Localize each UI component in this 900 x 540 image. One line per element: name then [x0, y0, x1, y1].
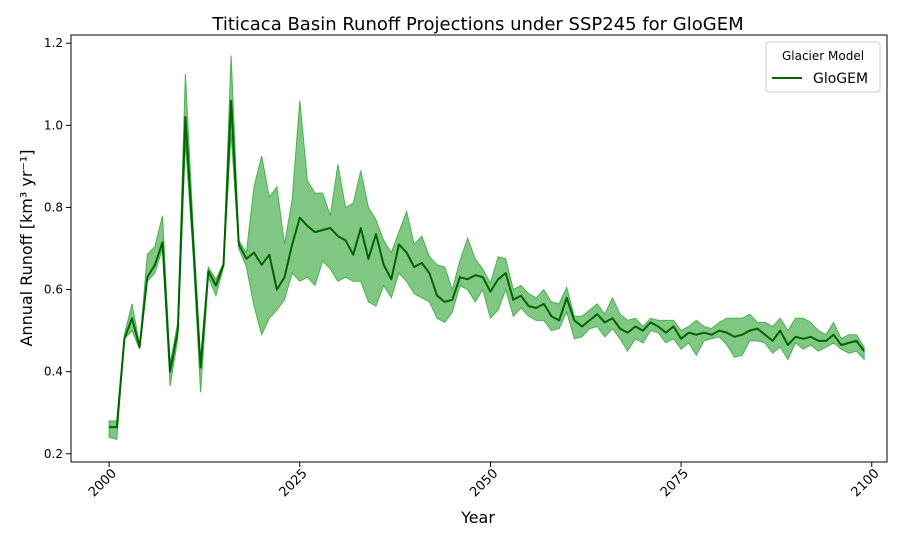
- y-axis-title: Annual Runoff [km³ yr⁻¹]: [17, 149, 36, 346]
- x-tick-label: 2100: [849, 466, 883, 500]
- y-axis: 0.2 0.4 0.6 0.8 1.0 1.2: [44, 36, 71, 461]
- x-tick-label: 2050: [467, 466, 501, 500]
- y-tick-label: 0.8: [44, 200, 63, 214]
- legend-label-glogem: GloGEM: [813, 71, 868, 87]
- legend-box: [765, 41, 881, 93]
- legend: Glacier Model GloGEM: [765, 41, 881, 93]
- glogem-range-band: [108, 55, 865, 441]
- y-tick-label: 1.2: [44, 36, 63, 50]
- y-tick-label: 0.4: [44, 365, 63, 379]
- axes-frame: [70, 34, 888, 463]
- x-tick-label: 2075: [658, 466, 692, 500]
- glogem-mean-line: [109, 99, 865, 429]
- chart-title: Titicaca Basin Runoff Projections under …: [211, 14, 743, 35]
- plot-area: [108, 55, 865, 441]
- legend-title: Glacier Model: [782, 49, 864, 63]
- y-tick-label: 1.0: [44, 118, 63, 132]
- x-axis-title: Year: [460, 508, 495, 527]
- x-tick-label: 2000: [86, 466, 120, 500]
- x-axis: 2000 2025 2050 2075 2100: [86, 462, 883, 500]
- y-tick-label: 0.2: [44, 447, 63, 461]
- x-tick-label: 2025: [277, 466, 311, 500]
- y-tick-label: 0.6: [44, 283, 63, 297]
